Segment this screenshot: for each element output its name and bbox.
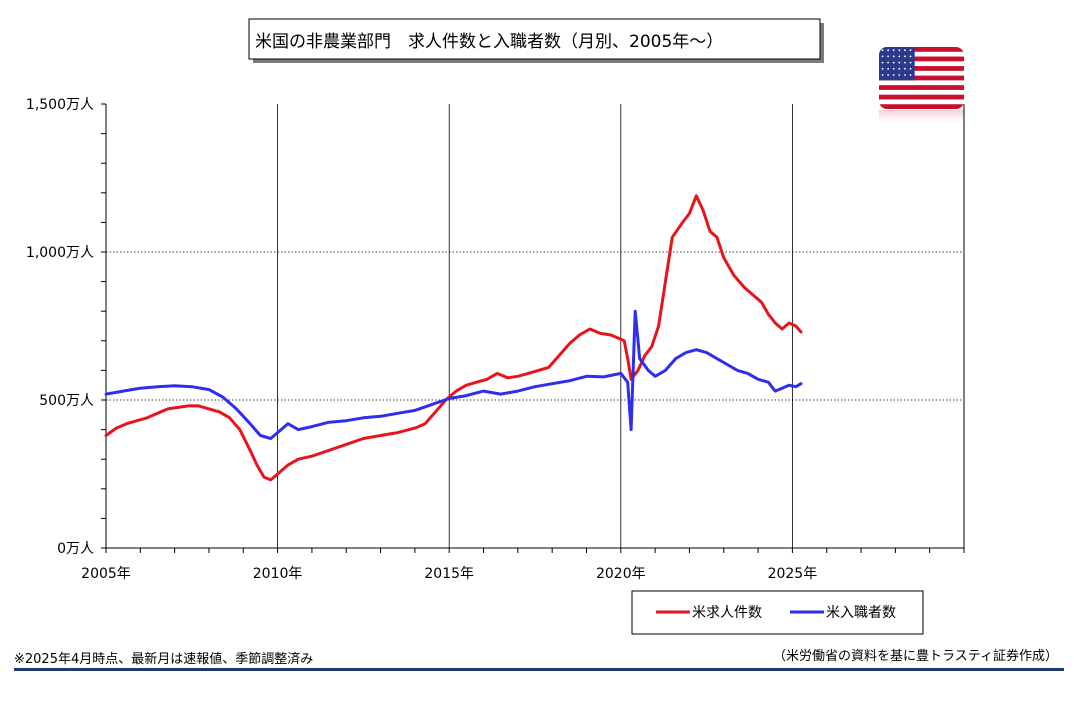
flag-star <box>898 55 901 58</box>
flag-star <box>881 55 884 58</box>
grid-layer <box>106 104 964 548</box>
flag-star <box>904 67 906 70</box>
x-tick-label: 2010年 <box>253 566 303 582</box>
flag-star <box>909 74 912 76</box>
flag-star <box>892 49 895 52</box>
x-tick-label: 2020年 <box>596 566 646 582</box>
flag-star <box>892 55 895 58</box>
flag-star <box>909 55 912 58</box>
flag-star <box>892 67 895 70</box>
flag-star <box>881 61 884 64</box>
flag-star <box>881 67 884 70</box>
flag-star <box>898 67 901 70</box>
y-axis-labels: 0万人 500万人 1,000万人 1,500万人 <box>26 97 94 557</box>
footer-rule <box>14 668 1064 671</box>
x-tick-label: 2015年 <box>424 566 474 582</box>
flag-star <box>904 55 906 58</box>
flag-stripe <box>879 104 964 109</box>
legend-label-hires: 米求人件数 <box>692 605 762 621</box>
chart-title: 米国の非農業部門 求人件数と入職者数（月別、2005年～） <box>255 32 723 52</box>
legend: 米求人件数 米入職者数 <box>631 590 924 635</box>
footnote-left: ※2025年4月時点、最新月は速報値、季節調整済み <box>14 651 313 667</box>
flag-canton <box>879 47 915 81</box>
flag-star <box>909 49 912 52</box>
flag-star <box>892 74 895 76</box>
x-tick-label: 2025年 <box>768 566 818 582</box>
flag-star <box>887 74 889 76</box>
flag-stripe <box>879 75 964 81</box>
plot-area <box>105 104 965 549</box>
flag-stripe <box>879 51 964 57</box>
flag-stripe <box>879 70 964 76</box>
flag-stripe <box>879 47 964 53</box>
flag-stripe <box>879 61 964 67</box>
y-tick-label: 500万人 <box>39 393 94 409</box>
x-axis-labels: 2005年 2010年 2015年 2020年 2025年 <box>81 566 817 582</box>
flag-star <box>887 55 889 58</box>
flag-star <box>898 49 901 52</box>
flag-star <box>904 61 906 64</box>
title-box: 米国の非農業部門 求人件数と入職者数（月別、2005年～） <box>248 18 824 63</box>
flag-star <box>898 74 901 76</box>
flag-stripe <box>879 94 964 100</box>
flag-stripe <box>879 89 964 95</box>
y-tick-label: 1,000万人 <box>26 245 94 261</box>
flag-star <box>887 49 889 52</box>
flag-star <box>887 67 889 70</box>
flag-stripe <box>879 56 964 62</box>
flag-star <box>881 74 884 76</box>
flag-star <box>881 49 884 52</box>
y-tick-label: 0万人 <box>57 541 94 557</box>
flag-star <box>898 61 901 64</box>
tick-layer <box>101 103 965 553</box>
series-line-hires <box>104 194 803 482</box>
title-box-frame <box>248 18 821 60</box>
us-flag-icon <box>879 47 964 126</box>
x-tick-label: 2005年 <box>81 566 131 582</box>
flag-star <box>904 74 906 76</box>
flag-star <box>909 61 912 64</box>
flag-star <box>887 61 889 64</box>
flag-stripe <box>879 80 964 86</box>
footnote-right: （米労働省の資料を基に豊トラスティ証券作成） <box>773 648 1058 664</box>
flag-star <box>904 49 906 52</box>
legend-label-openings: 米入職者数 <box>826 605 896 621</box>
flag-reflection <box>879 110 964 126</box>
flag-stripe <box>879 99 964 105</box>
y-tick-label: 1,500万人 <box>26 97 94 113</box>
flag-star <box>909 67 912 70</box>
series-layer <box>104 194 803 482</box>
series-line-openings <box>104 309 803 440</box>
flag-star <box>892 61 895 64</box>
flag-stripe <box>879 85 964 91</box>
flag-stripe <box>879 66 964 72</box>
